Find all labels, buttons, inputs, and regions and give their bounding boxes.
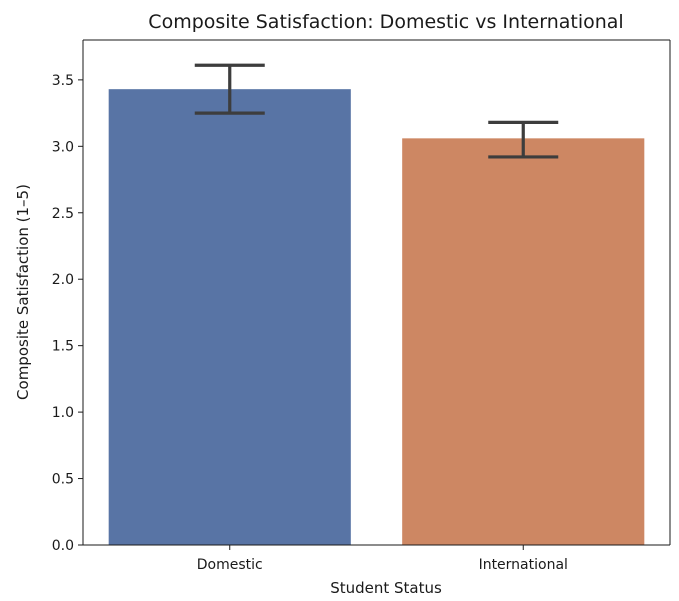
- y-tick-label: 2.5: [52, 206, 74, 222]
- y-ticks-layer: 0.0 0.5 1.0 1.5 2.0 2.5 3.0 3.5: [52, 73, 83, 554]
- axes-layer: [82, 39, 671, 546]
- x-ticks-layer: Domestic International: [197, 545, 568, 573]
- x-axis-label: Student Status: [330, 579, 442, 597]
- error-bar-domestic: [194, 63, 265, 115]
- y-tick-label: 3.0: [52, 139, 74, 155]
- bar-international: [402, 138, 645, 545]
- y-tick-label: 1.5: [52, 339, 74, 355]
- y-tick-label: 0.5: [52, 472, 74, 488]
- chart-title: Composite Satisfaction: Domestic vs Inte…: [148, 11, 623, 33]
- y-axis-label: Composite Satisfaction (1–5): [14, 184, 32, 400]
- error-bars-layer: [194, 63, 559, 159]
- y-tick-label: 1.0: [52, 405, 74, 421]
- bar-domestic: [108, 89, 351, 545]
- y-tick-label: 0.0: [52, 538, 74, 554]
- x-tick-label: Domestic: [197, 557, 263, 573]
- error-bar-international: [488, 120, 559, 159]
- y-tick-label: 2.0: [52, 272, 74, 288]
- y-tick-label: 3.5: [52, 73, 74, 89]
- bars-layer: [108, 89, 645, 545]
- x-tick-label: International: [479, 557, 568, 573]
